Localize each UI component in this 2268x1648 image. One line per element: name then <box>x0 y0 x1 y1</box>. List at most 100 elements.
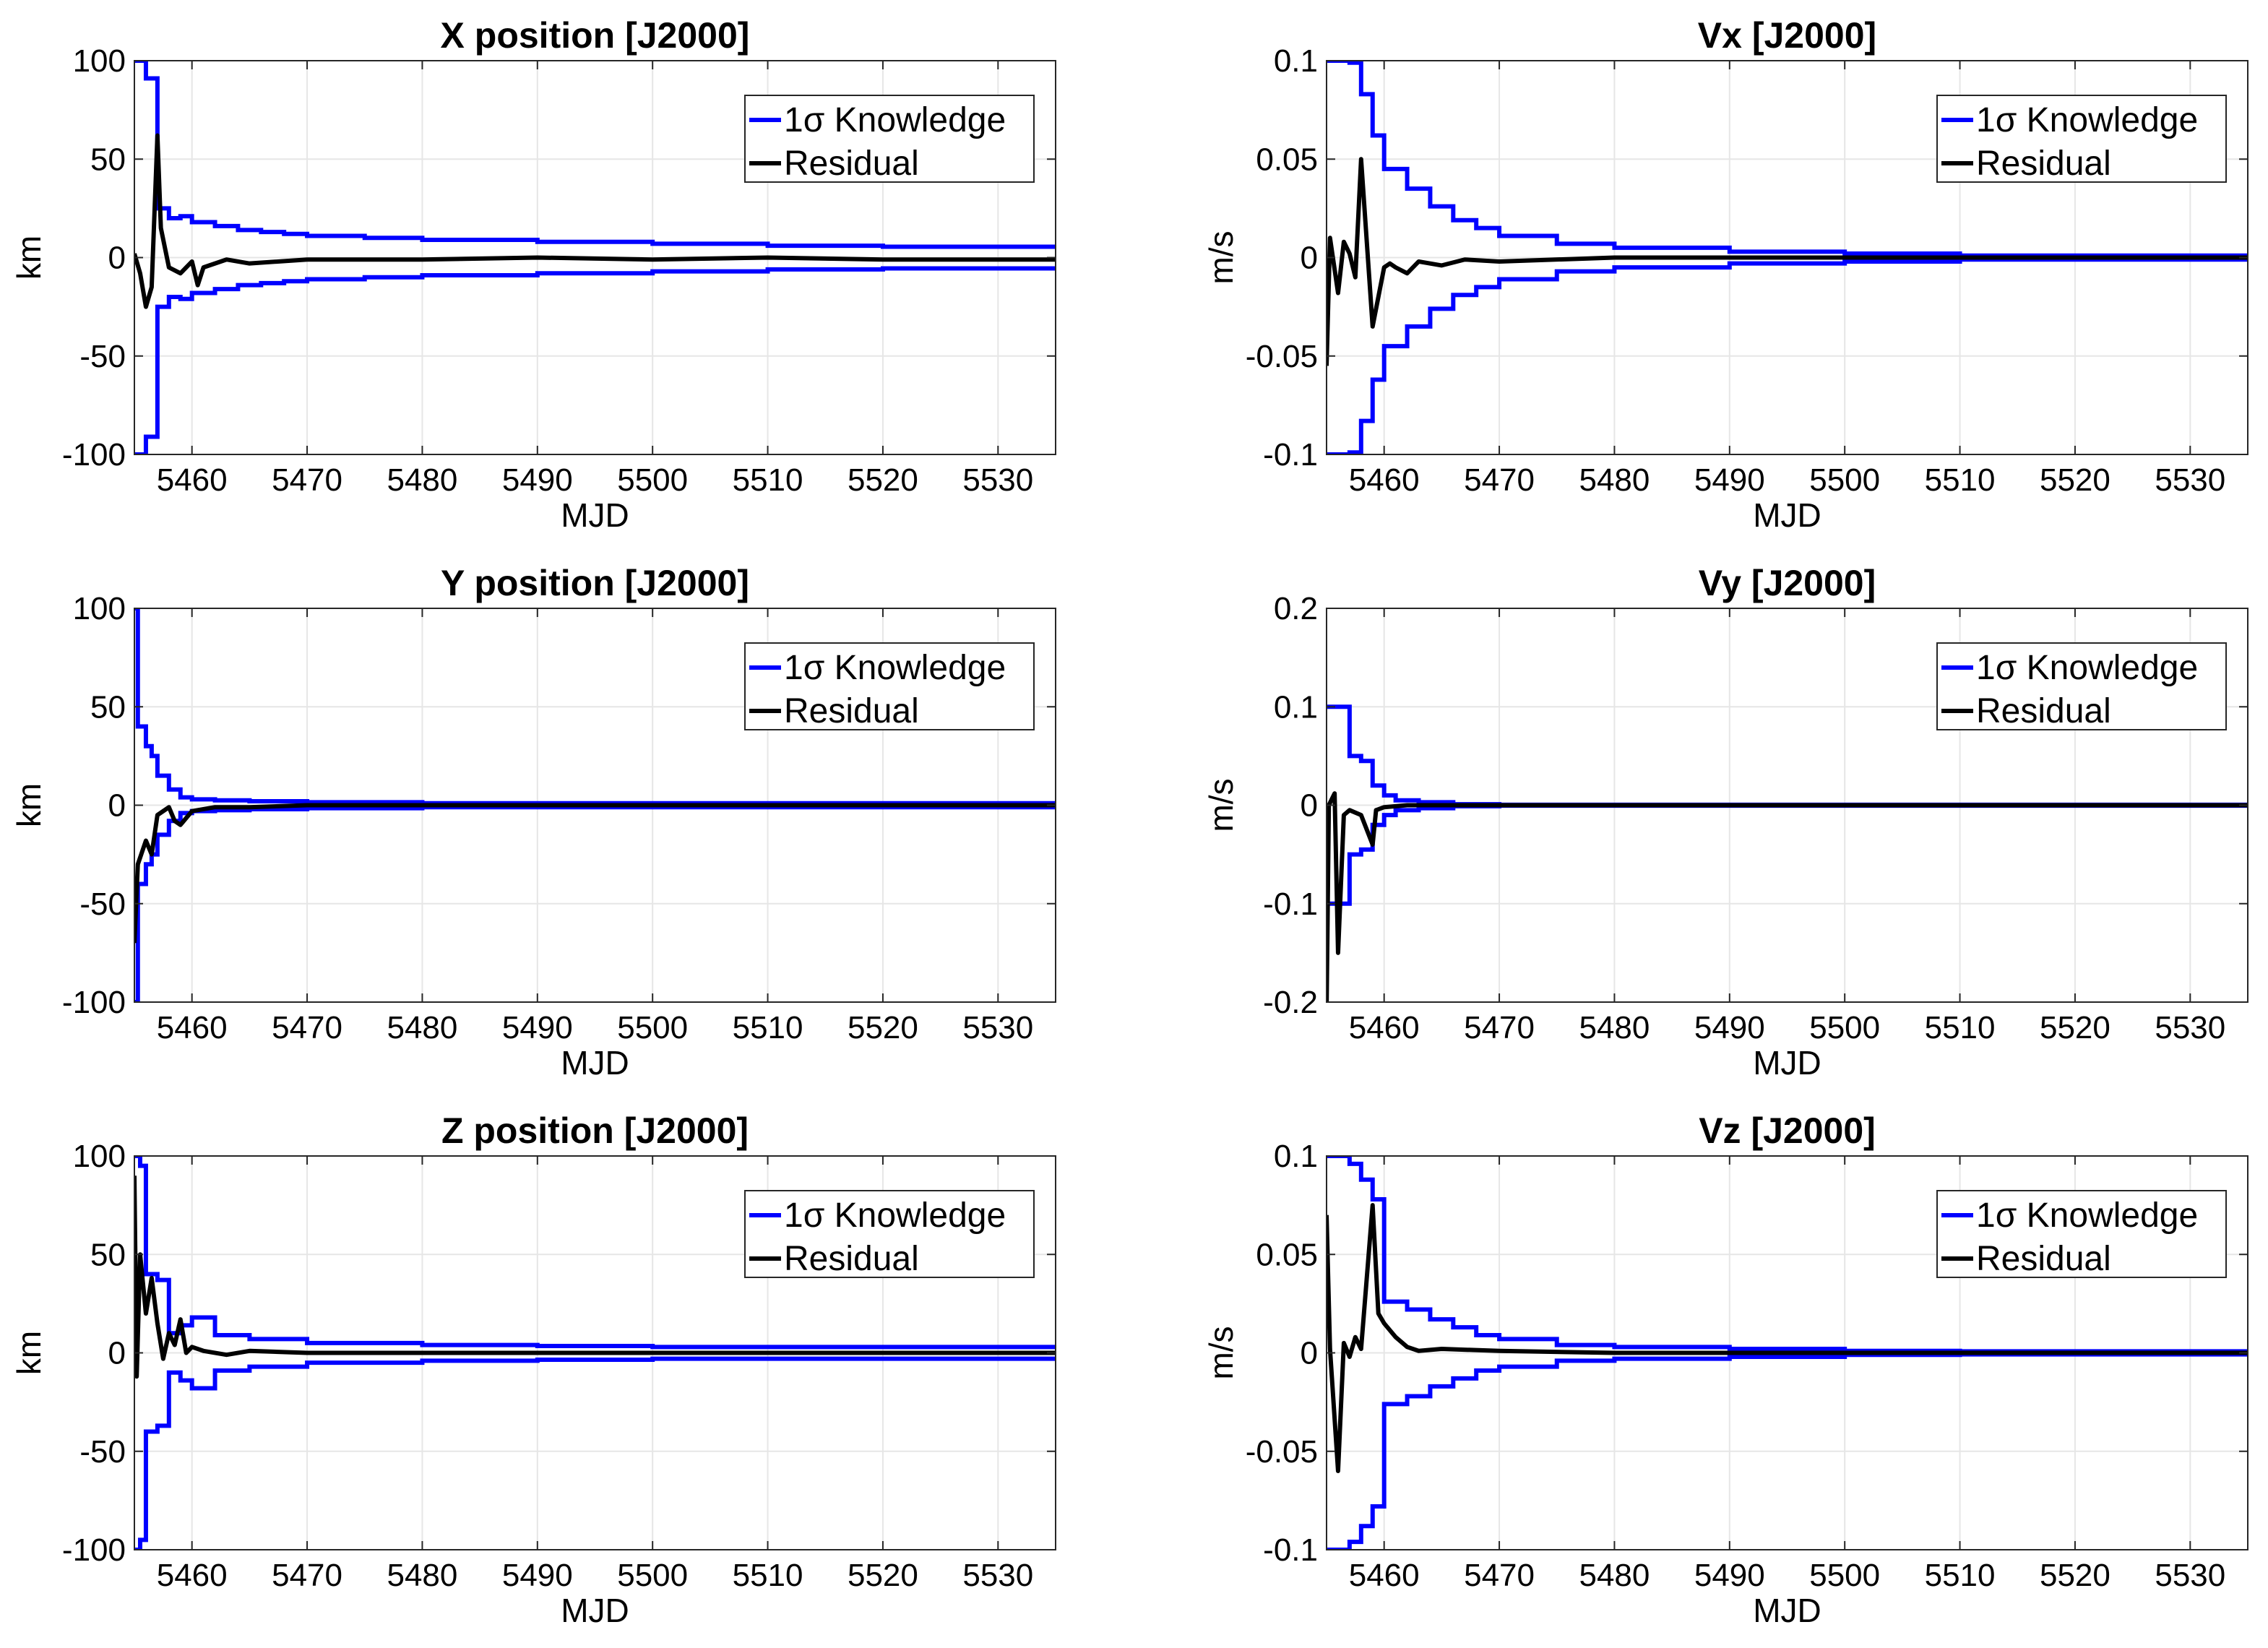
y-axis-label: km <box>10 236 48 280</box>
x-axis-label: MJD <box>561 1592 629 1629</box>
residual-line <box>134 1175 1056 1379</box>
chart-title: Vz [J2000] <box>1699 1110 1876 1151</box>
x-tick-label: 5470 <box>272 1010 342 1045</box>
legend-label: 1σ Knowledge <box>1976 649 2198 687</box>
x-axis-label: MJD <box>561 496 629 534</box>
legend: 1σ Knowledge Residual <box>1936 642 2227 730</box>
x-tick-label: 5470 <box>272 462 342 498</box>
chart-panel: 5460 5470 5480 5490 5500 5510 5520 5530 -100 -50 0… <box>10 15 1056 534</box>
x-tick-label: 5500 <box>617 1558 688 1593</box>
series-group <box>1327 61 2248 454</box>
knowledge-upper-line <box>134 1156 1056 1350</box>
chart-panel: 5460 5470 5480 5490 5500 5510 5520 5530 -100 -50 0… <box>10 1110 1056 1629</box>
y-tick-label: 0.2 <box>1274 591 1318 626</box>
knowledge-upper-line <box>134 608 1056 806</box>
x-tick-label: 5500 <box>617 1010 688 1045</box>
legend-label: Residual <box>784 1240 919 1278</box>
y-tick-label: -100 <box>62 1532 126 1568</box>
legend-label: Residual <box>784 144 919 183</box>
legend-label: 1σ Knowledge <box>784 101 1006 139</box>
series-group <box>134 608 1056 1002</box>
chart-title: Z position [J2000] <box>441 1110 749 1151</box>
x-tick-label: 5510 <box>733 1558 803 1593</box>
x-tick-label: 5500 <box>617 462 688 498</box>
x-tick-label: 5510 <box>1925 462 1996 498</box>
series-group <box>1327 1156 2248 1550</box>
x-tick-label: 5480 <box>387 462 457 498</box>
x-tick-label: 5480 <box>1579 462 1650 498</box>
x-tick-label: 5510 <box>1925 1558 1996 1593</box>
residual-line <box>134 803 1056 944</box>
legend-label: 1σ Knowledge <box>1976 1196 2198 1235</box>
x-tick-label: 5470 <box>1464 1010 1535 1045</box>
knowledge-upper-line <box>134 61 1056 249</box>
chart-title: X position [J2000] <box>441 15 750 56</box>
x-tick-label: 5530 <box>962 462 1033 498</box>
y-tick-label: 0 <box>108 788 126 824</box>
y-tick-label: -0.1 <box>1263 886 1318 922</box>
chart-panel: 5460 5470 5480 5490 5500 5510 5520 5530 -0.1 -0.0… <box>1202 15 2248 534</box>
chart-title: Vy [J2000] <box>1699 563 1876 603</box>
series-group <box>1327 704 2248 1002</box>
residual-line <box>1327 791 2248 1002</box>
y-tick-label: -50 <box>79 339 126 374</box>
knowledge-lower-line <box>134 805 1056 1002</box>
legend-box <box>1936 95 2227 183</box>
x-tick-label: 5460 <box>1349 1010 1420 1045</box>
legend: 1σ Knowledge Residual <box>1936 95 2227 183</box>
x-tick-label: 5490 <box>502 1010 573 1045</box>
x-tick-label: 5530 <box>2155 1558 2225 1593</box>
y-tick-label: -0.05 <box>1246 339 1318 374</box>
y-tick-label: -0.1 <box>1263 1532 1318 1568</box>
x-tick-label: 5520 <box>2040 1010 2110 1045</box>
x-tick-label: 5490 <box>502 462 573 498</box>
y-tick-label: 50 <box>90 1237 126 1272</box>
x-axis-label: MJD <box>1753 1592 1821 1629</box>
y-tick-label: -100 <box>62 437 126 473</box>
y-axis-label: km <box>10 783 48 827</box>
y-tick-label: 100 <box>73 1139 126 1174</box>
knowledge-lower-line <box>134 1356 1056 1550</box>
y-tick-label: 50 <box>90 142 126 177</box>
y-tick-label: 100 <box>73 591 126 626</box>
x-tick-label: 5530 <box>962 1010 1033 1045</box>
x-tick-label: 5530 <box>2155 1010 2225 1045</box>
y-tick-label: 0 <box>1301 788 1318 824</box>
series-group <box>134 61 1056 454</box>
y-tick-label: 0.1 <box>1274 43 1318 79</box>
legend: 1σ Knowledge Residual <box>1936 1190 2227 1278</box>
chart-title: Vx [J2000] <box>1698 15 1876 56</box>
x-tick-label: 5500 <box>1809 1010 1880 1045</box>
y-tick-label: 0 <box>108 241 126 276</box>
knowledge-upper-line <box>1327 61 2248 258</box>
y-tick-label: 0.1 <box>1274 689 1318 725</box>
y-axis-label: m/s <box>1202 778 1240 832</box>
x-tick-label: 5460 <box>157 462 228 498</box>
x-tick-label: 5490 <box>1694 1558 1765 1593</box>
y-tick-label: -0.2 <box>1263 985 1318 1020</box>
x-tick-label: 5500 <box>1809 1558 1880 1593</box>
legend-label: 1σ Knowledge <box>1976 101 2198 139</box>
x-tick-label: 5460 <box>157 1010 228 1045</box>
x-tick-label: 5480 <box>387 1010 457 1045</box>
legend-label: 1σ Knowledge <box>784 649 1006 687</box>
x-tick-label: 5520 <box>848 462 918 498</box>
x-tick-label: 5480 <box>1579 1558 1650 1593</box>
x-axis-label: MJD <box>1753 496 1821 534</box>
legend-box <box>1936 1190 2227 1278</box>
x-tick-label: 5520 <box>2040 1558 2110 1593</box>
knowledge-lower-line <box>1327 257 2248 454</box>
y-tick-label: -50 <box>79 1434 126 1470</box>
x-tick-label: 5510 <box>733 1010 803 1045</box>
x-tick-label: 5500 <box>1809 462 1880 498</box>
knowledge-lower-line <box>1327 1352 2248 1550</box>
legend-box <box>744 95 1035 183</box>
x-tick-label: 5460 <box>157 1558 228 1593</box>
residual-line <box>1327 1203 2248 1473</box>
x-tick-label: 5490 <box>502 1558 573 1593</box>
x-tick-label: 5510 <box>733 462 803 498</box>
x-tick-label: 5520 <box>848 1010 918 1045</box>
residual-line <box>134 133 1056 309</box>
legend: 1σ Knowledge Residual <box>744 95 1035 183</box>
